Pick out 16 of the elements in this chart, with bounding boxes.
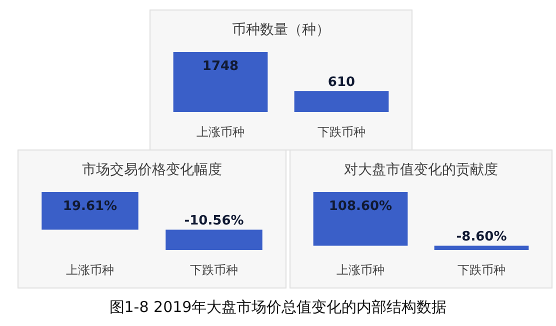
chart-title: 币种数量（种） — [232, 22, 330, 38]
x-tick-label: 上涨币种 — [196, 125, 244, 139]
chart-title: 对大盘市值变化的贡献度 — [344, 162, 498, 178]
x-tick-label: 上涨币种 — [336, 263, 384, 277]
data-label: 610 — [328, 75, 356, 90]
caption: 图1-8 2019年大盘市场价总值变化的内部结构数据 — [109, 298, 447, 316]
data-label: -8.60% — [456, 230, 507, 245]
x-tick-label: 上涨币种 — [66, 263, 114, 277]
data-label: 1748 — [202, 59, 239, 74]
x-tick-label: 下跌币种 — [458, 263, 506, 277]
data-label: -10.56% — [184, 214, 244, 229]
data-label: 19.61% — [62, 199, 118, 214]
x-tick-label: 下跌币种 — [190, 263, 238, 277]
data-label: 108.60% — [328, 199, 392, 214]
x-tick-label: 下跌币种 — [318, 125, 366, 139]
chart-title: 市场交易价格变化幅度 — [82, 162, 222, 178]
